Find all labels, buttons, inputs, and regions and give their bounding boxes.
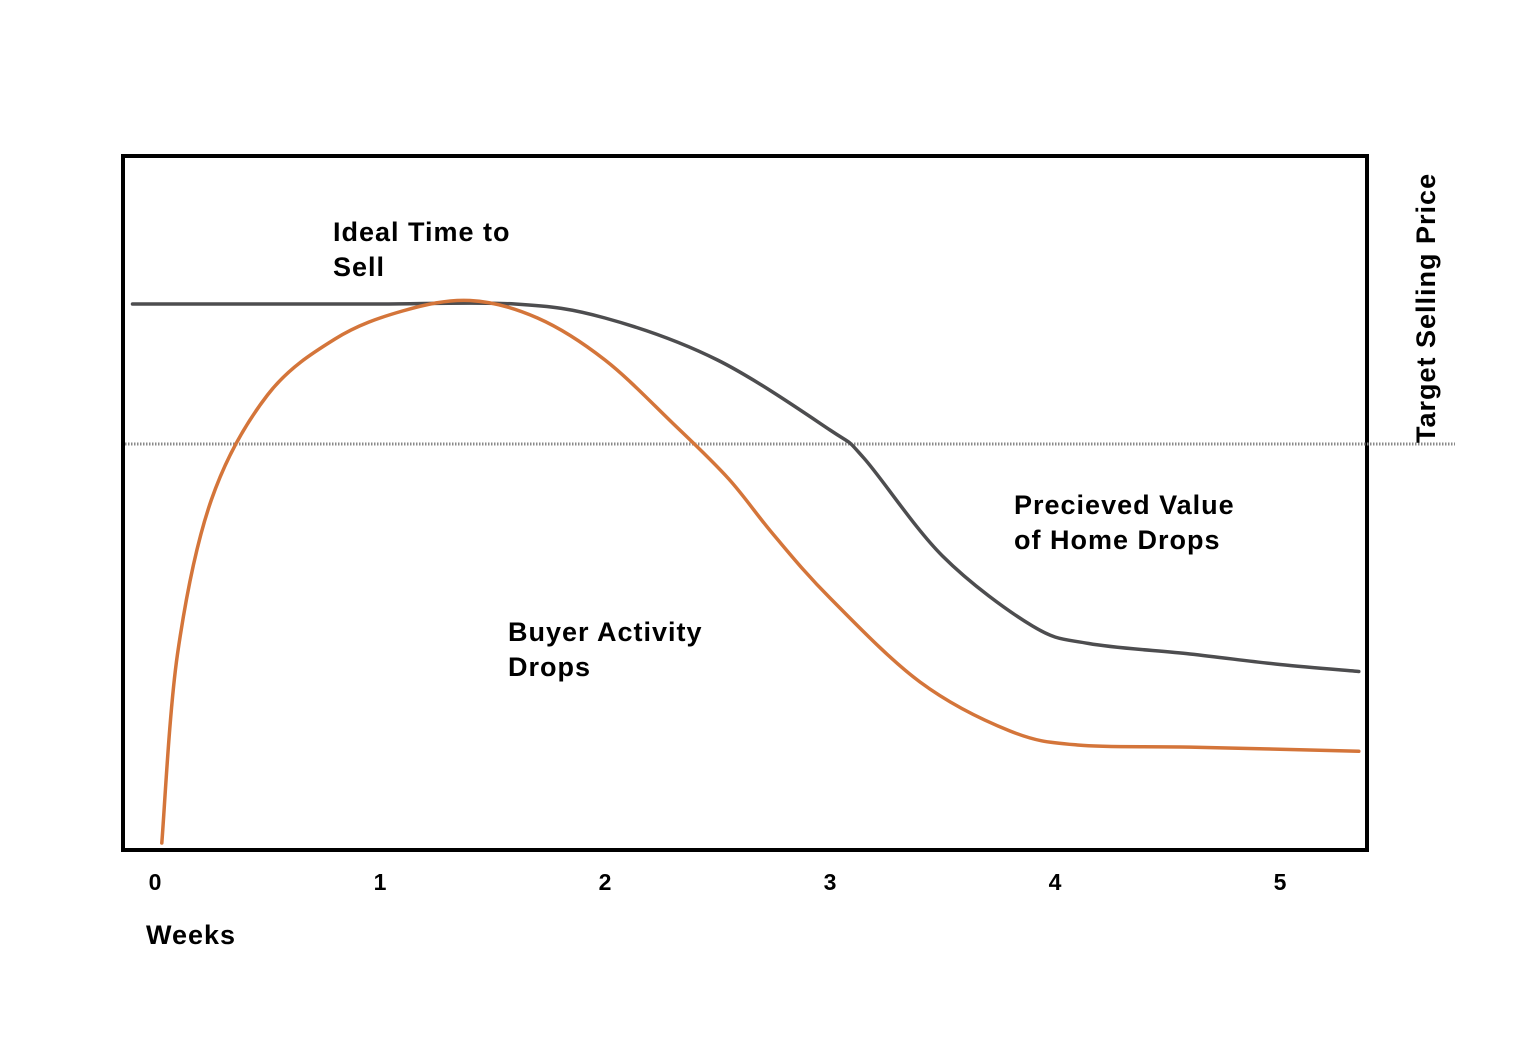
annotation-perceived-value-line-2: of Home Drops	[1014, 525, 1221, 555]
x-tick-label-3: 3	[824, 869, 837, 895]
annotation-ideal-time-line-1: Ideal Time to	[333, 217, 511, 247]
annotation-buyer-activity-line-1: Buyer Activity	[508, 617, 703, 647]
plot-frame	[121, 154, 1369, 852]
annotation-buyer-activity-line-2: Drops	[508, 652, 591, 682]
annotation-perceived-value-line-1: Precieved Value	[1014, 490, 1235, 520]
x-tick-label-2: 2	[599, 869, 612, 895]
perceived-value-line	[130, 301, 1361, 674]
buyer-activity-line	[160, 298, 1361, 845]
x-axis-title: Weeks	[146, 920, 236, 950]
x-tick-label-0: 0	[149, 869, 162, 895]
x-tick-label-1: 1	[374, 869, 387, 895]
y-axis-title: Target Selling Price	[1411, 173, 1441, 443]
annotation-ideal-time-line-2: Sell	[333, 252, 385, 282]
x-tick-label-5: 5	[1274, 869, 1287, 895]
x-tick-label-4: 4	[1049, 869, 1062, 895]
